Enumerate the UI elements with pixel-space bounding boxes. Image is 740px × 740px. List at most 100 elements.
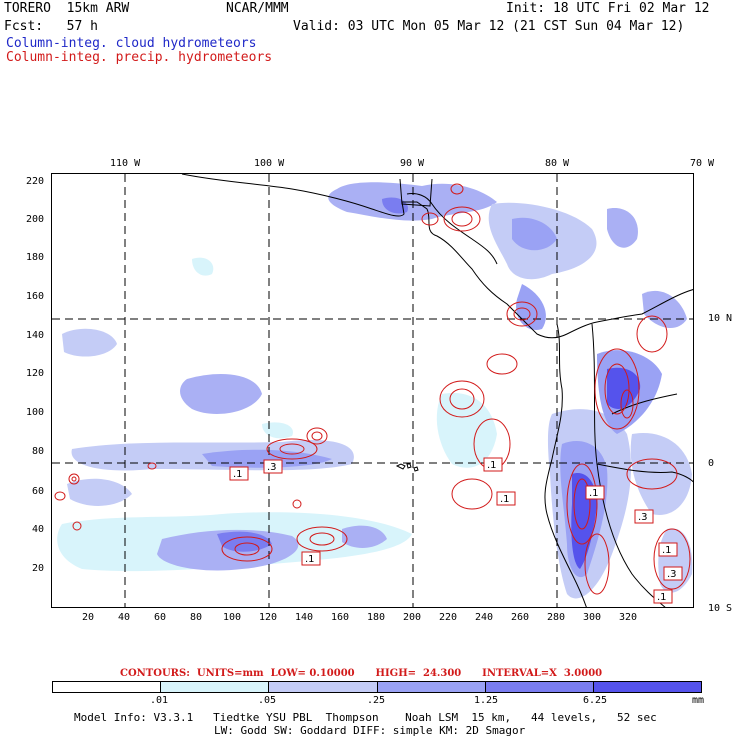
coastline-andes: [591, 323, 666, 607]
cloud-area: [67, 478, 132, 506]
precip-contour: [636, 315, 668, 353]
contour-label: .1: [662, 545, 672, 556]
precip-contour: [311, 431, 323, 441]
coastlines: [181, 174, 693, 607]
contour-label-box: [634, 509, 654, 524]
precip-contour: [566, 463, 598, 545]
precip-contour: [54, 491, 66, 501]
model-info: Model Info: V3.3.1 Tiedtke YSU PBL Thomp…: [74, 711, 657, 724]
contour-label: .1: [657, 592, 667, 603]
precip-contour: [486, 353, 518, 375]
precip-contour: [451, 211, 473, 227]
org-label: NCAR/MMM: [226, 1, 289, 16]
cloud-area: [436, 393, 497, 468]
legend-swatch: [53, 682, 161, 692]
field-precip-label: Column-integ. precip. hydrometeors: [6, 50, 273, 65]
map-panel: .1 .3 .1 .1 .1 .3 .1 .3 .1 .1: [51, 173, 694, 608]
valid-time: Valid: 03 UTC Mon 05 Mar 12 (21 CST Sun …: [293, 19, 685, 34]
x-tick: 60: [154, 612, 167, 623]
grid-lines: [52, 174, 693, 607]
precip-contour: [584, 533, 610, 595]
legend-swatch: [484, 682, 593, 692]
model-info-2: LW: Godd SW: Goddard DIFF: simple KM: 2D…: [214, 724, 526, 737]
legend-colorbar: [52, 681, 702, 693]
contour-label-box: [663, 566, 683, 581]
y-tick: 20: [32, 563, 45, 574]
cloud-area: [642, 290, 687, 329]
legend-tick: 6.25: [583, 695, 608, 706]
contour-label-box: [483, 457, 503, 472]
x-tick: 320: [619, 612, 638, 623]
legend-tick: .01: [150, 695, 169, 706]
field-cloud-label: Column-integ. cloud hydrometeors: [6, 36, 257, 51]
y-tick: 60: [32, 486, 45, 497]
y-tick: 120: [26, 368, 45, 379]
precip-contour: [573, 478, 591, 530]
x-tick: 20: [82, 612, 95, 623]
contour-label-box: [301, 551, 321, 566]
coastline-borders: [596, 463, 693, 483]
precip-contour: [506, 301, 538, 327]
y-tick: 100: [26, 407, 45, 418]
forecast-hour: Fcst: 57 h: [4, 19, 98, 34]
cloud-field: [57, 182, 693, 599]
y-tick: 40: [32, 524, 45, 535]
legend-unit: mm: [692, 695, 705, 706]
y-tick: 160: [26, 291, 45, 302]
coastline-borders2: [611, 393, 678, 415]
cloud-area: [192, 257, 214, 276]
precip-contour: [309, 532, 335, 546]
y-tick: 200: [26, 214, 45, 225]
lon-label: 90 W: [400, 158, 425, 169]
lat-label: 0: [708, 458, 715, 469]
precip-contour: [439, 380, 485, 418]
x-tick: 240: [475, 612, 494, 623]
lon-label: 80 W: [545, 158, 570, 169]
cloud-area: [630, 433, 692, 515]
contour-labels: .1 .3 .1 .1 .1 .3 .1 .3 .1 .1: [229, 457, 683, 604]
contour-label: .1: [305, 554, 315, 565]
contour-label: .1: [589, 488, 599, 499]
cloud-area: [516, 284, 546, 330]
precip-contour: [451, 478, 493, 510]
x-tick: 140: [295, 612, 314, 623]
legend-swatch: [592, 682, 702, 692]
legend-tick: .05: [258, 695, 277, 706]
map-canvas: .1 .3 .1 .1 .1 .3 .1 .3 .1 .1: [52, 174, 693, 607]
lat-label: 10 S: [708, 603, 733, 614]
cloud-area: [512, 217, 557, 251]
x-tick: 220: [439, 612, 458, 623]
legend-swatch: [160, 682, 269, 692]
precip-contour: [72, 521, 82, 531]
contour-label: .1: [487, 460, 497, 471]
contour-label-box: [263, 459, 283, 474]
x-tick: 300: [583, 612, 602, 623]
contour-label-box: [496, 491, 516, 506]
legend-swatch: [268, 682, 377, 692]
precip-contour: [306, 427, 328, 445]
coastline-caribbean: [406, 193, 498, 265]
cloud-area: [180, 374, 262, 414]
model-title: TORERO 15km ARW: [4, 1, 130, 16]
precip-contour: [604, 363, 630, 415]
precip-contour: [620, 389, 634, 419]
contour-label: .1: [500, 494, 510, 505]
x-tick: 120: [259, 612, 278, 623]
precip-contour: [443, 206, 481, 232]
precip-contour: [234, 542, 260, 556]
legend-tick: 1.25: [474, 695, 499, 706]
contour-label: .3: [638, 512, 648, 523]
x-tick: 200: [403, 612, 422, 623]
lon-label: 70 W: [690, 158, 715, 169]
coastline-southamerica: [544, 323, 587, 607]
cloud-area: [342, 525, 387, 548]
contour-label-box: [658, 542, 678, 557]
x-tick: 280: [547, 612, 566, 623]
contour-label-box: [653, 589, 673, 604]
legend-swatch: [376, 682, 485, 692]
precip-contour: [653, 528, 691, 590]
precip-contour: [68, 473, 80, 485]
coastline-mexico: [181, 174, 693, 339]
coastline-yucatan: [399, 178, 433, 207]
lon-label: 100 W: [254, 158, 285, 169]
